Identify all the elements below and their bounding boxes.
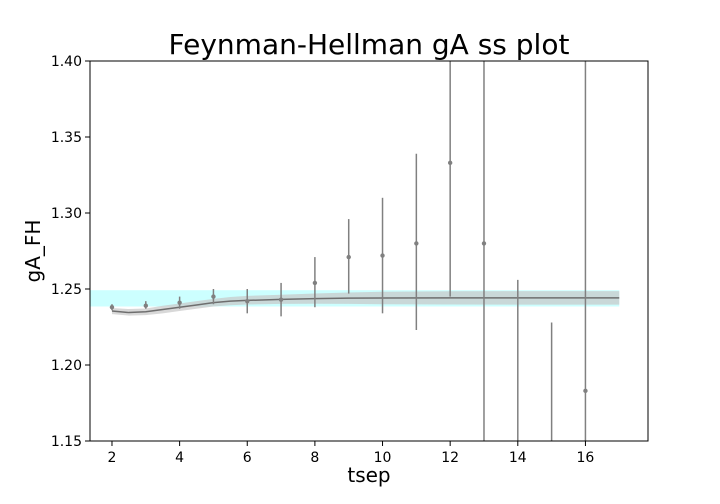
- x-tick-label: 16: [577, 450, 595, 466]
- y-tick-label: 1.40: [51, 54, 82, 70]
- data-point: [278, 297, 284, 302]
- x-tick-label: 10: [374, 450, 392, 466]
- data-point: [143, 303, 148, 308]
- data-point: [447, 160, 453, 166]
- x-axis-label: tsep: [347, 463, 390, 487]
- x-tick-label: 14: [509, 450, 527, 466]
- plot-frame: [89, 60, 649, 442]
- y-tick-label: 1.15: [51, 434, 82, 450]
- points-layer: [109, 160, 588, 394]
- data-point: [177, 300, 182, 305]
- y-axis: 1.15 1.20 1.25 1.30 1.35 1.40: [51, 54, 90, 450]
- chart-title: Feynman-Hellman gA ss plot: [169, 28, 570, 61]
- x-tick-label: 12: [441, 450, 459, 466]
- y-tick-label: 1.25: [51, 282, 82, 298]
- x-tick-label: 6: [243, 450, 252, 466]
- data-point: [583, 388, 588, 394]
- x-axis: 2 4 6 8 10 12 14 16: [108, 441, 595, 466]
- data-point: [414, 241, 419, 246]
- data-point: [211, 294, 216, 299]
- y-tick-label: 1.20: [51, 358, 82, 374]
- data-point: [109, 305, 115, 310]
- data-point: [481, 241, 487, 246]
- bands-layer: [90, 290, 620, 316]
- y-tick-label: 1.30: [51, 206, 82, 222]
- x-tick-label: 8: [310, 450, 319, 466]
- x-tick-label: 2: [108, 450, 117, 466]
- data-point: [312, 280, 318, 286]
- y-axis-label: gA_FH: [21, 220, 45, 283]
- data-point: [346, 254, 351, 260]
- x-tick-label: 4: [175, 450, 184, 466]
- data-point: [380, 253, 385, 258]
- y-tick-label: 1.35: [51, 130, 82, 146]
- data-point: [245, 298, 250, 304]
- errorbars-layer: [111, 61, 587, 441]
